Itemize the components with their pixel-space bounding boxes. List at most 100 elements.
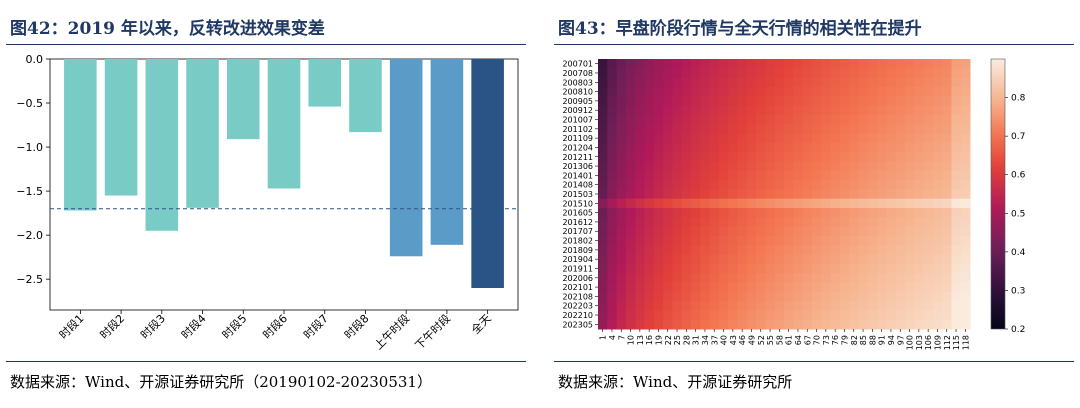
heatmap-cell	[895, 282, 906, 293]
heatmap-cell	[802, 152, 813, 162]
heatmap-cell	[672, 273, 683, 283]
heatmap-cell	[607, 68, 618, 79]
heatmap-cell	[625, 254, 636, 265]
heatmap-cell	[849, 301, 859, 311]
heatmap-cell	[616, 105, 627, 116]
heatmap-cell	[774, 301, 785, 311]
heatmap-cell	[821, 161, 831, 172]
heatmap-cell	[644, 207, 655, 218]
heatmap-cell	[765, 263, 776, 274]
heatmap-cell	[923, 263, 934, 274]
heatmap-cell	[625, 59, 636, 69]
heatmap-cell	[877, 59, 887, 69]
heatmap-cell	[960, 59, 971, 69]
heatmap-cell	[914, 142, 924, 153]
heatmap-cell	[728, 254, 738, 265]
heatmap-cell	[681, 96, 692, 107]
heatmap-cell	[774, 86, 785, 97]
heatmap-cell	[858, 207, 869, 218]
y-tick-label: 200803	[562, 78, 593, 87]
heatmap-cell	[746, 319, 757, 330]
heatmap-cell	[821, 198, 831, 209]
heatmap-cell	[700, 207, 711, 218]
heatmap-cell	[644, 133, 655, 144]
heatmap-cell	[663, 77, 673, 88]
heatmap-cell	[932, 189, 943, 200]
heatmap-cell	[663, 59, 673, 69]
heatmap-cell	[811, 189, 822, 200]
heatmap-cell	[932, 226, 943, 237]
heatmap-cell	[830, 170, 841, 181]
heatmap-cell	[616, 226, 627, 237]
heatmap-cell	[709, 86, 720, 97]
y-tick-label: −1.0	[16, 141, 43, 154]
heatmap-cell	[784, 161, 794, 172]
heatmap-cell	[718, 77, 729, 88]
heatmap-cell	[793, 133, 804, 144]
heatmap-cell	[793, 77, 804, 88]
heatmap-cell	[932, 142, 943, 153]
y-tick-label: −1.5	[16, 185, 43, 198]
bar	[186, 59, 219, 208]
y-tick-label: 200905	[562, 97, 593, 106]
y-tick-label: 201802	[562, 237, 593, 246]
heatmap-cell	[635, 124, 645, 134]
heatmap-cell	[653, 105, 664, 116]
heatmap-cell	[784, 77, 794, 88]
heatmap-cell	[932, 207, 943, 218]
heatmap-cell	[914, 198, 924, 209]
heatmap-cell	[737, 114, 748, 125]
heatmap-cell	[914, 207, 924, 218]
heatmap-cell	[644, 235, 655, 246]
y-tick-label: 201007	[562, 116, 593, 125]
heatmap-cell	[607, 105, 618, 116]
heatmap-cell	[904, 217, 915, 228]
heatmap-cell	[849, 142, 859, 153]
heatmap-cell	[895, 291, 906, 302]
heatmap-cell	[960, 124, 971, 134]
heatmap-cell	[867, 235, 878, 246]
heatmap-cell	[691, 133, 701, 144]
y-tick-label: −0.5	[16, 97, 43, 110]
heatmap-cell	[653, 152, 664, 162]
heatmap-cell	[774, 235, 785, 246]
heatmap-cell	[625, 142, 636, 153]
heatmap-cell	[700, 235, 711, 246]
heatmap-cell	[895, 86, 906, 97]
heatmap-cell	[644, 180, 655, 190]
heatmap-cell	[877, 282, 887, 293]
heatmap-cell	[895, 77, 906, 88]
heatmap-cell	[923, 77, 934, 88]
heatmap-cell	[765, 207, 776, 218]
heatmap-cell	[793, 319, 804, 330]
heatmap-cell	[858, 170, 869, 181]
heatmap-cell	[616, 254, 627, 265]
heatmap-cell	[784, 96, 794, 107]
heatmap-cell	[942, 282, 952, 293]
heatmap-cell	[737, 254, 748, 265]
heatmap-cell	[960, 170, 971, 181]
heatmap-cell	[877, 161, 887, 172]
colorbar-tick-label: 0.8	[1011, 94, 1026, 104]
heatmap-cell	[914, 301, 924, 311]
heatmap-cell	[830, 273, 841, 283]
heatmap-cell	[802, 161, 813, 172]
heatmap-cell	[923, 301, 934, 311]
heatmap-cell	[802, 124, 813, 134]
heatmap-cell	[700, 68, 711, 79]
x-tick-label: 下午时段	[412, 311, 453, 352]
y-tick-label: 201401	[562, 171, 593, 180]
heatmap-cell	[672, 235, 683, 246]
heatmap-cell	[858, 152, 869, 162]
heatmap-cell	[951, 263, 962, 274]
heatmap-cell	[644, 291, 655, 302]
heatmap-cell	[849, 105, 859, 116]
heatmap-cell	[746, 273, 757, 283]
heatmap-cell	[951, 170, 962, 181]
heatmap-cell	[607, 96, 618, 107]
heatmap-cell	[616, 180, 627, 190]
heatmap-cell	[625, 273, 636, 283]
heatmap-cell	[663, 86, 673, 97]
heatmap-cell	[644, 198, 655, 209]
heatmap-cell	[821, 124, 831, 134]
